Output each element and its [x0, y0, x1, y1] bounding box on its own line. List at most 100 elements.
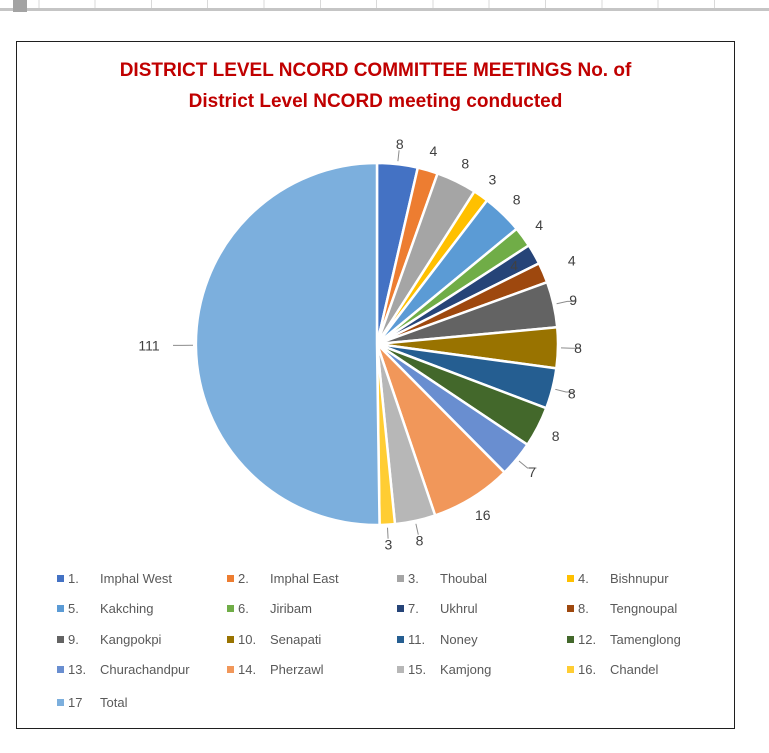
legend-number: 3.	[408, 571, 419, 586]
legend-item-jiribam[interactable]: 6. Jiribam	[227, 600, 397, 618]
data-label-total: 111	[138, 338, 159, 354]
legend-label: Kakching	[100, 601, 154, 616]
chart-title[interactable]: DISTRICT LEVEL NCORD COMMITTEE MEETINGS …	[17, 55, 734, 117]
legend-number: 1.	[68, 571, 79, 586]
legend-label: Senapati	[270, 631, 322, 647]
legend-label: Pherzawl	[270, 662, 324, 677]
column-drag-handle[interactable]	[13, 0, 27, 12]
leader-line-churachandpur	[518, 460, 537, 469]
legend-marker-pherzawl	[227, 666, 234, 673]
data-label-imphal-east: 4	[430, 143, 438, 159]
data-label-tengnoupal: 4	[568, 252, 576, 268]
legend-marker-thoubal	[397, 575, 404, 582]
chart-title-line1: DISTRICT LEVEL NCORD COMMITTEE MEETINGS …	[119, 60, 632, 81]
legend-item-total[interactable]: 17 Total	[57, 694, 227, 712]
chart-frame[interactable]: 8 4 8 3 8 4 4 4 9 8 8 8 7 16 8 3 111 DISTRICT LEVEL NCOR…	[16, 41, 735, 729]
legend-marker-churachandpur	[57, 666, 64, 673]
spreadsheet-row-border	[0, 8, 769, 11]
legend-marker-senapati	[227, 635, 234, 643]
legend-marker-imphal-east	[227, 575, 234, 582]
legend-item-kakching[interactable]: 5. Kakching	[57, 600, 227, 618]
legend-label: Imphal West	[100, 571, 173, 586]
legend-number: 14.	[238, 662, 257, 677]
legend-marker-tengnoupal	[567, 605, 574, 612]
legend-number: 9.	[68, 631, 79, 647]
data-label-ukhrul: 4	[510, 258, 518, 274]
data-label-imphal-west: 8	[396, 136, 404, 152]
legend-number: 8.	[578, 601, 589, 616]
legend-number: 11.	[408, 631, 426, 647]
data-label-noney: 8	[568, 385, 576, 401]
legend-marker-bishnupur	[567, 575, 574, 582]
legend-item-chandel[interactable]: 16. Chandel	[567, 661, 737, 679]
legend-item-thoubal[interactable]: 3. Thoubal	[397, 570, 567, 588]
pie-slice-total[interactable]	[194, 161, 381, 527]
legend-item-senapati[interactable]: 10. Senapati	[227, 631, 397, 649]
legend-marker-ukhrul	[397, 605, 404, 612]
legend-label: Churachandpur	[100, 662, 190, 677]
spreadsheet-cells-strip[interactable]	[0, 0, 769, 8]
data-label-tamenglong: 8	[552, 428, 560, 444]
legend-label: Kamjong	[440, 662, 492, 677]
data-label-churachandpur: 7	[528, 464, 536, 480]
legend-marker-jiribam	[227, 605, 234, 612]
legend-number: 7.	[408, 601, 419, 616]
legend-number: 12.	[578, 631, 597, 647]
data-label-bishnupur: 3	[489, 171, 497, 187]
data-label-thoubal: 8	[461, 155, 469, 171]
legend-label: Chandel	[610, 662, 659, 677]
legend-item-noney[interactable]: 11. Noney	[397, 631, 567, 649]
legend-marker-kamjong	[397, 666, 404, 673]
leader-line-kamjong	[415, 523, 419, 535]
legend-number: 16.	[578, 662, 597, 677]
leader-line-noney	[555, 388, 575, 393]
legend-marker-tamenglong	[567, 635, 574, 643]
legend-label: Kangpokpi	[100, 631, 162, 647]
legend-marker-total	[57, 698, 64, 706]
legend-number: 5.	[68, 601, 79, 616]
chart-legend: 1. Imphal West 2. Imphal East 3. Thoubal 4. Bis…	[17, 42, 734, 728]
legend-marker-kangpokpi	[57, 635, 64, 643]
data-label-chandel: 3	[385, 537, 393, 553]
legend-item-bishnupur[interactable]: 4. Bishnupur	[567, 570, 737, 588]
legend-number: 4.	[578, 571, 589, 586]
legend-number: 17	[68, 694, 83, 710]
data-label-kakching: 8	[513, 191, 521, 207]
legend-marker-imphal-west	[57, 575, 64, 582]
legend-item-tengnoupal[interactable]: 8. Tengnoupal	[567, 600, 737, 618]
legend-marker-noney	[397, 635, 404, 643]
legend-number: 2.	[238, 571, 249, 586]
legend-number: 10.	[238, 631, 257, 647]
legend-label: Thoubal	[440, 571, 487, 586]
data-label-kangpokpi: 9	[569, 292, 577, 308]
legend-label: Total	[100, 694, 128, 710]
legend-marker-chandel	[567, 666, 574, 673]
legend-label: Ukhrul	[440, 601, 478, 616]
data-label-jiribam: 4	[535, 217, 543, 233]
legend-item-tamenglong[interactable]: 12. Tamenglong	[567, 631, 737, 649]
legend-label: Jiribam	[270, 601, 312, 616]
legend-item-ukhrul[interactable]: 7. Ukhrul	[397, 600, 567, 618]
legend-number: 6.	[238, 601, 249, 616]
legend-item-kangpokpi[interactable]: 9. Kangpokpi	[57, 631, 227, 649]
data-label-kamjong: 8	[416, 532, 424, 548]
legend-number: 13.	[68, 662, 87, 677]
leader-line-kangpokpi	[556, 300, 577, 305]
legend-item-kamjong[interactable]: 15. Kamjong	[397, 661, 567, 679]
legend-item-pherzawl[interactable]: 14. Pherzawl	[227, 661, 397, 679]
legend-label: Tengnoupal	[610, 601, 678, 616]
legend-label: Noney	[440, 631, 478, 647]
legend-label: Bishnupur	[610, 571, 669, 586]
chart-title-line2: District Level NCORD meeting conducted	[188, 91, 563, 112]
legend-item-churachandpur[interactable]: 13. Churachandpur	[57, 661, 227, 679]
legend-item-imphal-west[interactable]: 1. Imphal West	[57, 570, 227, 588]
leader-line-chandel	[387, 527, 389, 539]
legend-label: Imphal East	[270, 571, 339, 586]
legend-number: 15.	[408, 662, 427, 677]
data-label-senapati: 8	[574, 340, 582, 356]
legend-item-imphal-east[interactable]: 2. Imphal East	[227, 570, 397, 588]
data-label-pherzawl: 16	[475, 507, 491, 523]
legend-label: Tamenglong	[610, 631, 681, 647]
legend-marker-kakching	[57, 605, 64, 612]
